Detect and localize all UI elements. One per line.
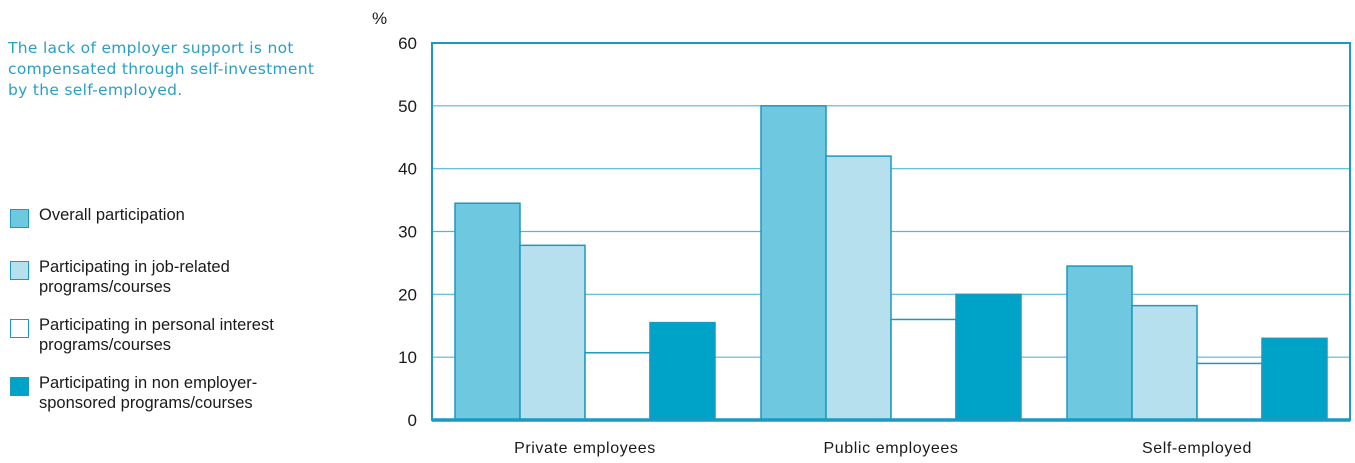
bar — [1066, 265, 1133, 421]
legend-item-personal-interest: Participating in personal interest progr… — [10, 315, 274, 355]
bar — [1261, 337, 1328, 421]
legend-swatch-job-related — [10, 261, 29, 280]
legend-item-job-related: Participating in job-related programs/co… — [10, 257, 230, 297]
x-category-label: Self-employed — [1142, 440, 1252, 457]
legend-swatch-overall — [10, 209, 29, 228]
legend-label-non-employer: Participating in non employer- sponsored… — [39, 374, 258, 412]
legend-label-overall: Overall participation — [39, 206, 185, 224]
y-tick-label: 0 — [408, 411, 417, 430]
chart-note: The lack of employer support is not comp… — [8, 39, 315, 99]
bar — [1131, 304, 1198, 421]
y-tick-label: 20 — [398, 285, 417, 304]
x-category-label: Private employees — [514, 440, 656, 457]
bar — [955, 293, 1022, 421]
legend-swatch-personal-interest — [10, 319, 29, 338]
bar — [519, 244, 586, 421]
bar — [1196, 362, 1263, 421]
axis-labels: 0 10 20 30 40 50 60% Private employees Public em… — [372, 9, 1252, 457]
legend-item-overall: Overall participation — [10, 205, 185, 228]
legend-item-non-employer: Participating in non employer- sponsored… — [10, 373, 257, 413]
bar — [890, 318, 957, 421]
y-axis-unit-label: % — [372, 9, 387, 28]
bar — [454, 202, 521, 421]
legend-label-personal-interest: Participating in personal interest progr… — [39, 316, 274, 354]
y-tick-label: 50 — [398, 97, 417, 116]
legend-swatch-non-employer — [10, 377, 29, 396]
y-tick-label: 60 — [398, 34, 417, 53]
axes — [431, 42, 1351, 422]
y-tick-label: 40 — [398, 160, 417, 179]
legend-label-job-related: Participating in job-related programs/co… — [39, 258, 230, 296]
bar — [825, 155, 892, 421]
bar — [584, 352, 651, 421]
y-tick-label: 30 — [398, 223, 417, 242]
bar — [760, 105, 827, 421]
bar — [649, 321, 716, 421]
bars — [454, 105, 1328, 421]
y-tick-label: 10 — [398, 348, 417, 367]
x-category-label: Public employees — [824, 440, 959, 457]
